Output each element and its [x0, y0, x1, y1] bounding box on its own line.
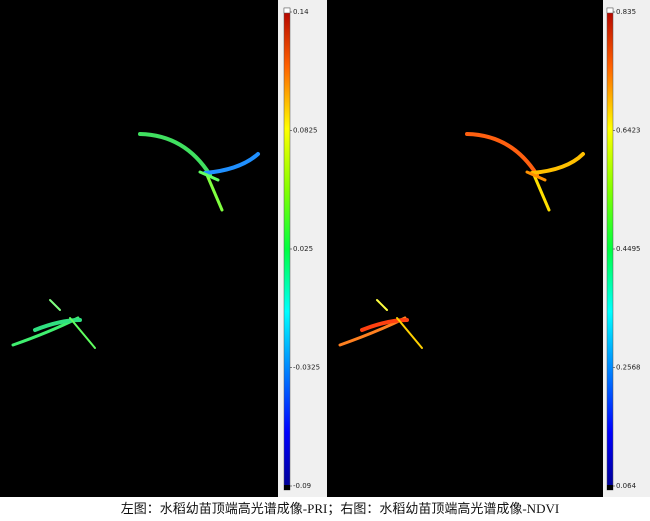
- colorbar-tick-label: 0.835: [616, 8, 636, 16]
- colorbar-cap: [606, 7, 614, 14]
- colorbar-tick-label: 0.064: [616, 482, 637, 490]
- colorbar-tick-label: 0.6423: [616, 127, 641, 135]
- colorbar-cap: [607, 485, 613, 490]
- pri-leaves: [11, 132, 260, 349]
- colorbar-tick-label: -0.09: [293, 482, 311, 490]
- colorbar-tick-label: 0.0825: [293, 127, 318, 135]
- pri-image: [0, 0, 278, 497]
- colorbar-cap: [284, 485, 290, 490]
- colorbar-tick-label: 0.14: [293, 8, 309, 16]
- colorbar-cap: [283, 7, 291, 14]
- colorbar-tick-label: -0.0325: [293, 364, 320, 372]
- pri-colorbar: [283, 7, 291, 491]
- colorbar-tick-label: 0.4495: [616, 245, 641, 253]
- ndvi-leaves: [338, 132, 585, 349]
- caption: 左图：水稻幼苗顶端高光谱成像-PRI；右图：水稻幼苗顶端高光谱成像-NDVI: [121, 501, 559, 517]
- colorbar-tick-label: 0.2568: [616, 364, 641, 372]
- colorbar-tick-label: 0.025: [293, 245, 313, 253]
- ndvi-colorbar: [606, 7, 614, 491]
- ndvi-image: [327, 0, 603, 497]
